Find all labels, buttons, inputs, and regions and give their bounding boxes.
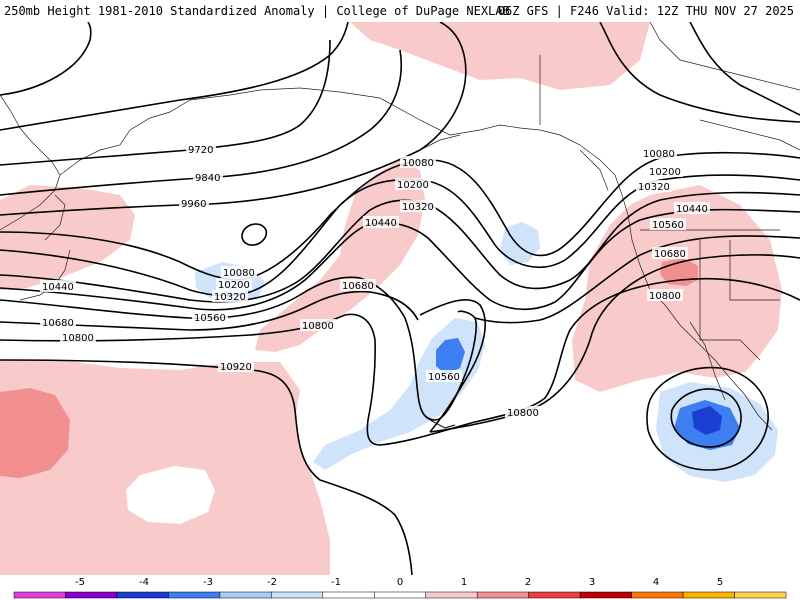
colorbar-swatch bbox=[682, 591, 735, 599]
label-10920: 10920 bbox=[220, 362, 252, 373]
colorbar-tick-label: 0 bbox=[397, 577, 403, 588]
label-10440-central: 10440 bbox=[365, 218, 397, 229]
anomaly-blue-central-core bbox=[436, 338, 465, 375]
anomaly-blue-gulf-trough bbox=[500, 222, 540, 265]
label-9840: 9840 bbox=[195, 173, 220, 184]
map-title: 250mb Height 1981-2010 Standardized Anom… bbox=[4, 4, 510, 18]
label-10320-east: 10320 bbox=[638, 182, 670, 193]
label-10800-west: 10800 bbox=[62, 333, 94, 344]
colorbar-swatches bbox=[13, 591, 787, 599]
label-10080-central: 10080 bbox=[402, 158, 434, 169]
label-10680-central: 10680 bbox=[342, 281, 374, 292]
contour-10920 bbox=[0, 359, 413, 575]
anomaly-red-central-pacific-ridge bbox=[255, 160, 425, 352]
label-10560-west: 10560 bbox=[194, 313, 226, 324]
colorbar-tick-label: 1 bbox=[461, 577, 467, 588]
contour-9720-upper bbox=[0, 22, 92, 96]
label-10800-central: 10800 bbox=[302, 321, 334, 332]
contour-10800-low-outer bbox=[646, 366, 769, 471]
label-10200-west: 10200 bbox=[218, 280, 250, 291]
anomaly-red-north-pacific bbox=[350, 22, 650, 90]
colorbar-swatch bbox=[579, 591, 632, 599]
anomaly-red-asia-coast bbox=[0, 185, 135, 290]
colorbar-tick-labels: -5 -4 -3 -2 -1 0 1 2 3 4 5 bbox=[75, 577, 723, 588]
colorbar-tick-label: -5 bbox=[75, 577, 85, 588]
colorbar-tick-label: 5 bbox=[717, 577, 723, 588]
colorbar-swatch bbox=[631, 591, 684, 599]
colorbar-tick-label: -4 bbox=[139, 577, 149, 588]
label-10440-west: 10440 bbox=[42, 282, 74, 293]
colorbar-swatch bbox=[476, 591, 529, 599]
colorbar-tick-label: -2 bbox=[267, 577, 277, 588]
colorbar-tick-label: 4 bbox=[653, 577, 659, 588]
label-10440-east: 10440 bbox=[676, 204, 708, 215]
colorbar-tick-label: 3 bbox=[589, 577, 595, 588]
colorbar-swatch bbox=[425, 591, 478, 599]
label-10680-east: 10680 bbox=[654, 249, 686, 260]
contour-north-east-2 bbox=[599, 22, 800, 123]
label-10080-east: 10080 bbox=[643, 149, 675, 160]
colorbar-swatch bbox=[734, 591, 787, 599]
contour-10560 bbox=[0, 235, 800, 421]
anomaly-blue-baja-core bbox=[692, 406, 722, 435]
label-10320-west: 10320 bbox=[214, 292, 246, 303]
label-10800-east: 10800 bbox=[649, 291, 681, 302]
colorbar-swatch bbox=[322, 591, 375, 599]
contour-10440 bbox=[0, 208, 800, 311]
map-area: 9720 9840 9960 10080 10200 10320 10440 1… bbox=[0, 22, 800, 575]
label-9960: 9960 bbox=[181, 199, 206, 210]
colorbar-swatch bbox=[13, 591, 66, 599]
anomaly-red-southwest-pacific bbox=[0, 360, 330, 575]
label-10080-west: 10080 bbox=[223, 268, 255, 279]
title-bar: 250mb Height 1981-2010 Standardized Anom… bbox=[0, 0, 800, 22]
anomaly-red-west-coast bbox=[572, 185, 782, 392]
colorbar-swatch bbox=[271, 591, 324, 599]
anomaly-colorbar: -5 -4 -3 -2 -1 0 1 2 3 4 5 bbox=[13, 577, 787, 599]
label-10800-south: 10800 bbox=[507, 408, 539, 419]
contour-9720 bbox=[0, 39, 331, 166]
colorbar-swatch bbox=[219, 591, 272, 599]
label-10680-west: 10680 bbox=[42, 318, 74, 329]
contour-north-east bbox=[689, 22, 800, 116]
colorbar-tick-label: 2 bbox=[525, 577, 531, 588]
colorbar-swatch bbox=[116, 591, 169, 599]
label-10200-central: 10200 bbox=[397, 180, 429, 191]
colorbar-swatch bbox=[374, 591, 426, 599]
contour-10800 bbox=[0, 277, 800, 446]
contour-small-closed bbox=[241, 223, 268, 246]
anomaly-red-southwest-core bbox=[0, 388, 70, 478]
model-run-info: 06Z GFS | F246 Valid: 12Z THU NOV 27 202… bbox=[497, 4, 794, 18]
colorbar-swatch bbox=[65, 591, 118, 599]
label-10200-east: 10200 bbox=[649, 167, 681, 178]
label-9720: 9720 bbox=[188, 145, 213, 156]
label-10320-central: 10320 bbox=[402, 202, 434, 213]
colorbar-swatch bbox=[168, 591, 221, 599]
contour-labels: 9720 9840 9960 10080 10200 10320 10440 1… bbox=[40, 143, 710, 419]
contour-9720-lower bbox=[0, 22, 349, 131]
contour-9960 bbox=[0, 22, 467, 216]
label-10560-east: 10560 bbox=[652, 220, 684, 231]
contour-10680-low-inner bbox=[670, 388, 742, 448]
anomaly-white-hole bbox=[126, 466, 215, 524]
colorbar-tick-label: -1 bbox=[331, 577, 341, 588]
label-10560-central: 10560 bbox=[428, 372, 460, 383]
contour-9840 bbox=[0, 49, 402, 196]
contour-10680 bbox=[0, 254, 800, 433]
colorbar-tick-label: -3 bbox=[203, 577, 213, 588]
colorbar-swatch bbox=[528, 591, 581, 599]
